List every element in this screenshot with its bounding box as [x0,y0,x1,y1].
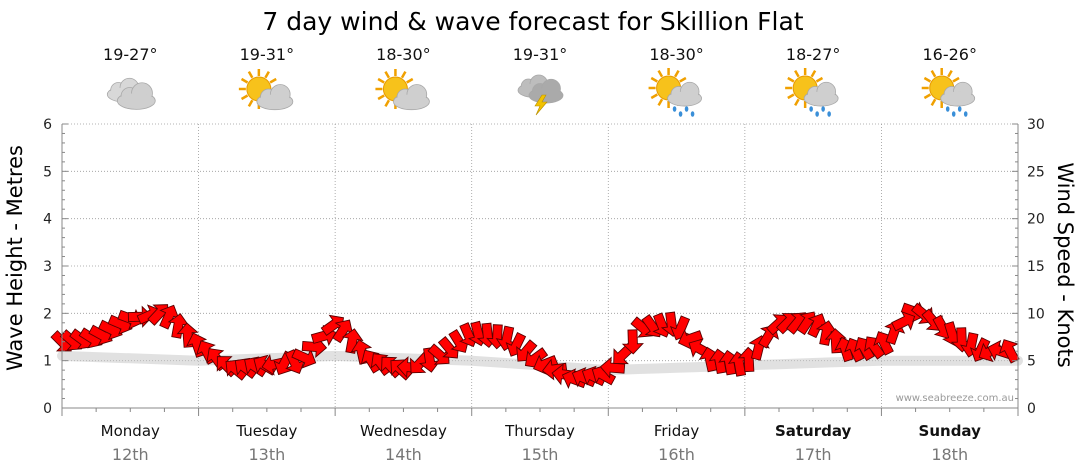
left-tick-label: 2 [43,306,52,322]
day-label: Monday [101,422,160,440]
date-label: 17th [795,445,832,464]
left-tick-label: 4 [43,212,52,228]
right-tick-label: 15 [1027,259,1045,275]
temp-range: 18-30° [376,45,431,64]
raindrop-icon [945,106,950,112]
raindrop-icon [684,106,689,112]
thunderstorm-icon [517,74,564,116]
wind-arrow [815,320,838,346]
right-tick-label: 0 [1027,401,1036,417]
sun-showers-icon [785,68,839,117]
wind-arrow [167,313,190,339]
wind-arrow [891,310,916,332]
cloud-shape [667,81,702,107]
sun-showers-icon [648,68,702,117]
day-label: Tuesday [235,422,297,440]
cloud-shape [803,81,839,107]
left-tick-label: 6 [43,117,52,133]
temp-range: 19-31° [240,45,295,64]
date-label: 15th [522,445,559,464]
wind-arrow [854,337,875,362]
date-label: 18th [931,445,968,464]
wind-arrow [285,349,306,375]
left-tick-label: 5 [43,164,52,180]
raindrop-icon [951,111,956,117]
left-axis-label: Wave Height - Metres [3,145,27,371]
temp-range: 16-26° [922,45,977,64]
left-tick-label: 1 [43,354,52,370]
right-axis-label: Wind Speed - Knots [1053,162,1077,367]
bolt-icon [534,94,548,116]
date-label: 14th [385,445,422,464]
cloud-shape [940,81,976,107]
raindrop-icon [809,106,813,112]
day-label: Friday [654,422,700,440]
raindrop-icon [690,111,695,117]
date-label: 12th [112,445,149,464]
partly-cloudy-icon [238,69,294,111]
temp-range: 19-31° [513,45,568,64]
right-tick-label: 10 [1027,306,1045,322]
raindrop-icon [672,106,677,112]
left-tick-label: 0 [43,401,52,417]
raindrop-icon [815,111,819,117]
left-tick-label: 3 [43,259,52,275]
wind-arrow [159,304,180,330]
sun-showers-icon [921,68,976,117]
raindrop-icon [821,106,825,112]
raindrop-icon [963,111,968,117]
cloudy-icon [106,77,156,110]
date-label: 13th [248,445,285,464]
day-label: Sunday [919,422,982,440]
right-tick-label: 25 [1027,164,1045,180]
cloud-shape [116,82,156,110]
wind-arrow [291,348,317,369]
day-label: Thursday [504,422,575,440]
temp-range: 19-27° [103,45,158,64]
wind-arrow [621,329,644,355]
wind-arrow [332,319,354,344]
wind-arrow [418,347,441,373]
date-label: 16th [658,445,695,464]
wind-arrow [427,343,450,365]
partly-cloudy-icon [375,69,430,111]
cloud-shape [393,84,430,111]
temp-range: 18-30° [649,45,704,64]
chart-title: 7 day wind & wave forecast for Skillion … [262,7,803,36]
cloud-shape [256,84,294,111]
raindrop-icon [827,111,831,117]
credit-text: www.seabreeze.com.au [896,393,1014,404]
raindrop-icon [957,106,962,112]
day-label: Wednesday [360,422,447,440]
wind-arrow [591,364,617,386]
right-tick-label: 20 [1027,212,1045,228]
right-tick-label: 30 [1027,117,1045,133]
right-tick-label: 5 [1027,354,1036,370]
wind-arrow [807,313,828,339]
raindrop-icon [678,111,683,117]
day-label: Saturday [775,422,852,440]
temp-range: 18-27° [786,45,841,64]
